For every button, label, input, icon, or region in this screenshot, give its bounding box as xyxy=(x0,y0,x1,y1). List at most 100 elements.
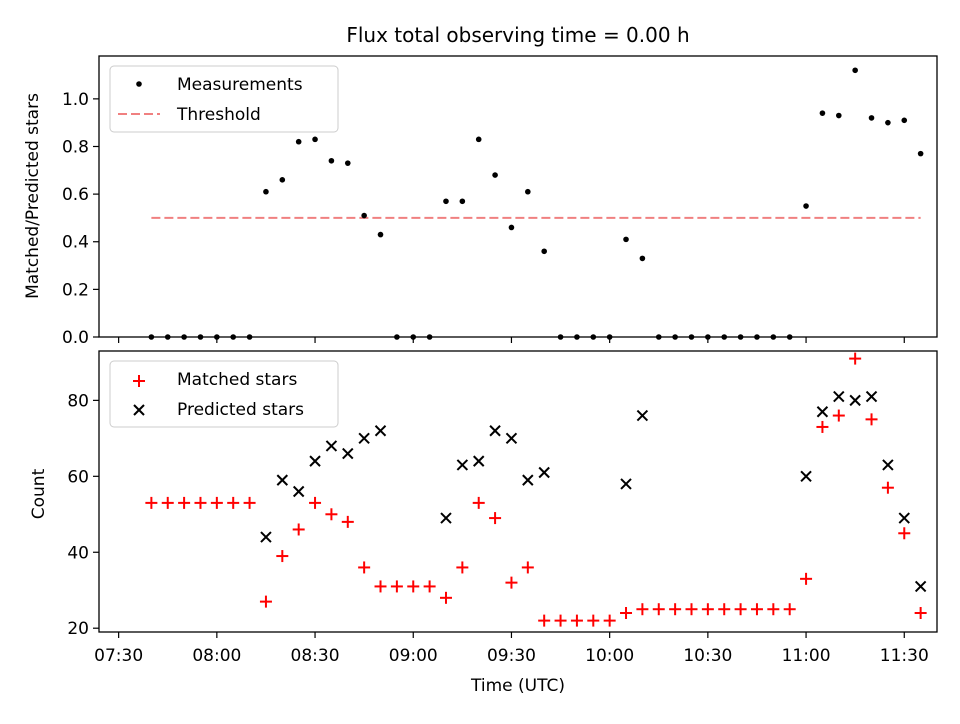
measurement-point xyxy=(557,334,564,340)
measurement-point xyxy=(852,67,858,74)
matched-star-point xyxy=(750,603,763,616)
top-y-axis-label: Matched/Predicted stars xyxy=(23,93,43,299)
bottom-x-tick-label: 11:30 xyxy=(880,646,929,666)
predicted-star-point xyxy=(440,512,452,524)
measurement-point xyxy=(885,119,891,126)
measurement-point xyxy=(590,334,597,340)
matched-star-point xyxy=(800,572,813,585)
matched-stars-series xyxy=(145,352,927,627)
matched-star-point xyxy=(178,496,191,509)
top-legend: Measurements Threshold xyxy=(109,65,339,133)
matched-star-point xyxy=(554,614,567,627)
measurement-point xyxy=(312,136,318,143)
predicted-star-point xyxy=(309,455,321,467)
measurement-point xyxy=(181,334,187,340)
measurement-point xyxy=(541,248,547,255)
predicted-star-point xyxy=(898,512,910,524)
measurement-point xyxy=(835,112,842,119)
measurement-point xyxy=(214,334,220,340)
top-y-tick-label: 1.0 xyxy=(62,90,89,110)
top-plot: 0.0 0.2 0.4 0.6 0.8 1.0 Matched/Predicted sta… xyxy=(23,55,938,348)
measurement-point xyxy=(770,334,777,340)
measurement-point xyxy=(361,212,367,219)
bottom-y-tick-label: 40 xyxy=(67,543,89,563)
bottom-x-axis: 07:30 08:00 08:30 09:00 09:30 10:00 10:30 11:00… xyxy=(94,632,929,666)
legend-predicted-label: Predicted stars xyxy=(177,400,304,420)
predicted-star-point xyxy=(620,478,632,490)
matched-star-point xyxy=(685,603,698,616)
measurement-point xyxy=(819,110,826,116)
matched-star-point xyxy=(161,496,174,509)
predicted-star-point xyxy=(849,394,861,407)
predicted-star-point xyxy=(456,459,469,471)
matched-star-point xyxy=(881,481,894,494)
predicted-star-point xyxy=(636,409,649,422)
matched-star-point xyxy=(865,413,878,426)
predicted-star-point xyxy=(292,485,305,498)
measurement-point xyxy=(443,198,449,205)
measurement-point xyxy=(377,231,384,238)
bottom-y-axis-label: Count xyxy=(29,468,49,519)
matched-star-point xyxy=(669,603,682,616)
measurement-point xyxy=(410,334,417,340)
matched-star-point xyxy=(570,614,583,627)
measurement-point xyxy=(328,157,335,164)
top-y-tick-label: 0.2 xyxy=(62,280,89,300)
measurement-point xyxy=(574,334,580,340)
top-y-tick-label: 0.6 xyxy=(62,185,89,205)
matched-star-point xyxy=(701,603,714,616)
measurement-point xyxy=(639,255,646,262)
matched-star-point xyxy=(423,580,436,593)
matched-star-point xyxy=(292,523,305,536)
measurement-point xyxy=(623,236,629,243)
measurement-point xyxy=(508,224,515,231)
measurement-point xyxy=(754,334,760,340)
matched-star-point xyxy=(259,595,272,608)
bottom-x-tick-label: 08:30 xyxy=(291,646,340,666)
matched-star-point xyxy=(914,607,927,620)
predicted-star-point xyxy=(505,432,518,445)
legend-measurements-label: Measurements xyxy=(177,75,303,95)
matched-star-point xyxy=(620,607,633,620)
predicted-star-point xyxy=(260,531,272,543)
matched-star-point xyxy=(390,580,403,593)
measurement-point xyxy=(164,334,171,340)
measurement-point xyxy=(868,115,875,121)
predicted-star-point xyxy=(489,425,501,437)
predicted-star-point xyxy=(374,425,387,437)
bottom-x-tick-label: 11:00 xyxy=(782,646,831,666)
measurement-point xyxy=(492,172,498,178)
matched-star-point xyxy=(374,580,387,593)
measurement-point xyxy=(705,334,711,340)
bottom-x-tick-label: 10:00 xyxy=(585,646,634,666)
measurement-point xyxy=(197,334,204,340)
predicted-star-point xyxy=(342,447,354,460)
measurement-point xyxy=(475,136,482,143)
x-axis-label: Time (UTC) xyxy=(470,676,565,696)
measurement-point xyxy=(426,334,433,340)
matched-star-point xyxy=(603,614,616,627)
measurement-point xyxy=(263,188,269,195)
predicted-star-point xyxy=(800,470,812,483)
bottom-legend-box xyxy=(109,360,339,428)
bottom-plot-frame xyxy=(98,350,938,633)
legend-matched-marker xyxy=(133,375,145,387)
matched-star-point xyxy=(456,561,469,574)
matched-star-point xyxy=(472,496,485,509)
measurement-point xyxy=(917,150,924,157)
top-legend-box xyxy=(109,65,339,133)
predicted-star-point xyxy=(358,432,370,445)
matched-star-point xyxy=(276,550,289,563)
bottom-plot: 20 40 60 80 07:30 08:00 08:30 09:00 09:30 10:00 1… xyxy=(29,350,938,696)
predicted-star-point xyxy=(833,390,845,403)
measurement-point xyxy=(688,334,695,340)
measurement-point xyxy=(246,334,253,340)
measurement-point xyxy=(230,334,237,340)
matched-star-point xyxy=(145,496,158,509)
predicted-star-point xyxy=(914,580,927,593)
matched-star-point xyxy=(718,603,731,616)
legend-matched-label: Matched stars xyxy=(177,370,297,390)
bottom-y-axis: 20 40 60 80 xyxy=(67,391,99,639)
top-y-tick-label: 0.0 xyxy=(62,328,89,348)
measurement-point xyxy=(459,198,466,205)
